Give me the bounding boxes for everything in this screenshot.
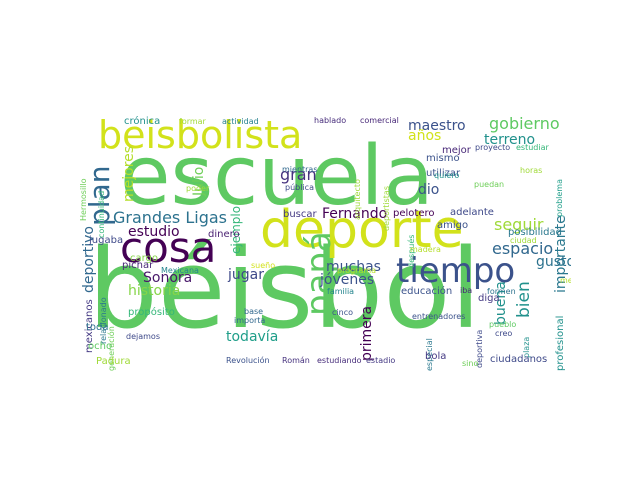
cloud-word: Sonora xyxy=(143,270,193,286)
cloud-word: amigo xyxy=(437,220,469,231)
cloud-word: espacio xyxy=(492,239,554,258)
cloud-word: continuidad xyxy=(97,190,106,238)
cloud-word: estudio xyxy=(128,224,180,240)
cloud-word: adelante xyxy=(450,207,494,218)
cloud-word: bien xyxy=(514,281,534,318)
cloud-word: actividad xyxy=(222,117,259,126)
cloud-word: educación xyxy=(401,286,453,297)
cloud-word: formen xyxy=(487,287,516,296)
cloud-word: píchar xyxy=(122,260,154,271)
cloud-word: años xyxy=(408,128,442,144)
cloud-word: muchas xyxy=(326,259,381,275)
cloud-word: escuela xyxy=(120,129,434,224)
cloud-word: dio xyxy=(418,182,440,198)
cloud-word: pelotero xyxy=(393,208,435,219)
cloud-word: diga xyxy=(478,293,500,304)
cloud-word: gusto xyxy=(536,254,571,270)
cloud-word: ciudad xyxy=(510,236,537,245)
cloud-word: cinco xyxy=(332,308,353,317)
cloud-word: mientras xyxy=(282,165,318,174)
cloud-word: gran xyxy=(280,165,317,184)
cloud-word: historia xyxy=(128,283,181,299)
cloud-word: quiero xyxy=(434,171,460,180)
cloud-word: comercial xyxy=(360,116,399,125)
cloud-word: toda xyxy=(86,322,109,333)
cloud-word: ciudadanos xyxy=(490,354,548,365)
cloud-word: posibilidad xyxy=(508,227,562,238)
cloud-word: estadio xyxy=(366,356,396,365)
cloud-word: deporte xyxy=(260,200,464,260)
cloud-word: Grandes Ligas xyxy=(113,208,227,227)
cloud-word: dinero xyxy=(208,229,240,240)
cloud-word: maestro xyxy=(408,118,466,134)
cloud-word: propósito xyxy=(128,307,175,318)
cloud-word: iba xyxy=(460,286,473,295)
cloud-word: importa xyxy=(234,316,266,325)
cloud-word: poder xyxy=(186,184,210,193)
cloud-word: seguir xyxy=(494,215,544,234)
cloud-word: horas xyxy=(520,166,543,175)
cloud-word: estudiando xyxy=(317,356,362,365)
cloud-word: beisbolista xyxy=(98,113,303,157)
cloud-word: primera xyxy=(359,305,375,361)
cloud-word: pueblo xyxy=(489,320,517,329)
cloud-word: ocho xyxy=(88,341,113,352)
cloud-word: familia xyxy=(327,287,355,296)
cloud-word: jugar xyxy=(228,267,264,283)
cloud-word: Revolución xyxy=(226,356,270,365)
cloud-word: béisbol xyxy=(88,225,482,353)
cloud-word: sino xyxy=(462,359,479,368)
cloud-word: utilizar xyxy=(426,168,461,179)
cloud-word: problema xyxy=(555,178,564,217)
cloud-word: proyecto xyxy=(475,143,511,152)
cloud-word: creo xyxy=(495,329,513,338)
cloud-word: madera xyxy=(410,245,441,254)
cloud-word: crónica xyxy=(124,116,161,127)
cloud-word: terreno xyxy=(484,132,536,148)
cloud-word: Padura xyxy=(96,356,131,367)
cloud-word: jóvenes xyxy=(320,272,375,288)
cloud-word: formar xyxy=(179,117,206,126)
cloud-word: programa xyxy=(337,266,377,275)
cloud-word: cargo xyxy=(130,253,159,264)
cloud-word: arquitecto xyxy=(353,179,362,220)
cloud-word: cosa xyxy=(120,223,217,272)
cloud-word: tiempo xyxy=(396,251,516,291)
cloud-word: dejamos xyxy=(126,332,160,341)
cloud-word: entrenadores xyxy=(412,312,466,321)
cloud-word: puedan xyxy=(474,180,505,189)
cloud-word: mejores xyxy=(121,145,137,202)
cloud-word: todavía xyxy=(226,329,279,345)
cloud-word: estudiar xyxy=(516,143,549,152)
cloud-word: Mexicana xyxy=(161,266,199,275)
cloud-word: pública xyxy=(285,183,314,192)
cloud-word: jugaba xyxy=(89,235,124,246)
cloud-word: mejor xyxy=(442,145,471,156)
cloud-word: bola xyxy=(425,351,447,362)
cloud-word: Hermosillo xyxy=(80,178,88,221)
cloud-word: gobierno xyxy=(489,114,560,133)
cloud-word: sueño xyxy=(251,261,276,270)
cloud-word: mesa xyxy=(560,276,571,285)
cloud-word: Fernando xyxy=(322,206,388,222)
cloud-word: profesional xyxy=(555,315,566,371)
cloud-word: mismo xyxy=(426,153,460,164)
cloud-word: deportistas xyxy=(382,186,391,231)
cloud-word: base xyxy=(244,307,264,316)
cloud-word: Román xyxy=(282,356,310,365)
cloud-word: buscar xyxy=(283,209,317,220)
word-cloud: béisbol escuela deporte cosa beisbolista tiem… xyxy=(80,101,571,375)
cloud-word: hablado xyxy=(314,116,347,125)
